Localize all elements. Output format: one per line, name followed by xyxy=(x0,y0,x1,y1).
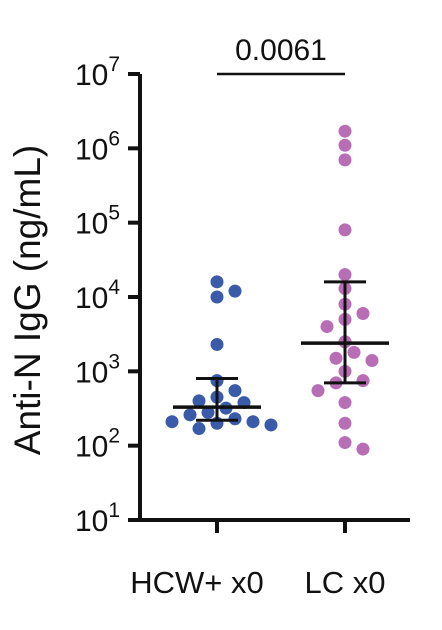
data-point xyxy=(192,422,206,436)
data-point xyxy=(210,337,224,351)
data-point xyxy=(210,290,224,304)
data-point xyxy=(228,284,242,298)
data-point xyxy=(356,442,370,456)
data-points-layer xyxy=(165,124,379,456)
y-tick-label: 104 xyxy=(75,276,120,315)
x-category-label: LC x0 xyxy=(305,565,386,600)
axis-layer: 101 102 103 104 105 106 107 HCW+ x0 LC x0 xyxy=(75,53,410,600)
error-bar-layer xyxy=(173,280,389,422)
significance-label: 0.0061 xyxy=(235,34,327,67)
y-tick-label: 107 xyxy=(75,53,120,92)
y-tick-label: 101 xyxy=(75,499,120,538)
y-tick-label: 103 xyxy=(75,350,120,389)
data-point xyxy=(183,408,197,422)
data-point xyxy=(338,138,352,152)
data-point xyxy=(201,405,215,419)
data-point xyxy=(338,396,352,410)
data-point xyxy=(320,320,334,334)
data-point xyxy=(165,415,179,429)
data-point xyxy=(347,345,361,359)
data-point xyxy=(228,384,242,398)
data-point xyxy=(329,351,343,365)
data-point xyxy=(338,268,352,282)
label-layer: Anti-N IgG (ng/mL) 0.0061 xyxy=(7,34,345,455)
data-point xyxy=(264,418,278,432)
data-point xyxy=(246,415,260,429)
data-point xyxy=(356,306,370,320)
x-category-label: HCW+ x0 xyxy=(130,565,264,600)
data-point xyxy=(338,153,352,167)
data-point xyxy=(338,436,352,450)
y-tick-label: 102 xyxy=(75,425,120,464)
data-point xyxy=(365,353,379,367)
y-axis-title: Anti-N IgG (ng/mL) xyxy=(7,145,48,455)
data-point xyxy=(338,416,352,430)
data-point xyxy=(210,275,224,289)
data-point xyxy=(311,384,325,398)
data-point xyxy=(338,223,352,237)
data-point xyxy=(338,124,352,138)
data-point xyxy=(192,394,206,408)
y-tick-label: 106 xyxy=(75,127,120,166)
data-point xyxy=(356,374,370,388)
y-tick-label: 105 xyxy=(75,202,120,241)
